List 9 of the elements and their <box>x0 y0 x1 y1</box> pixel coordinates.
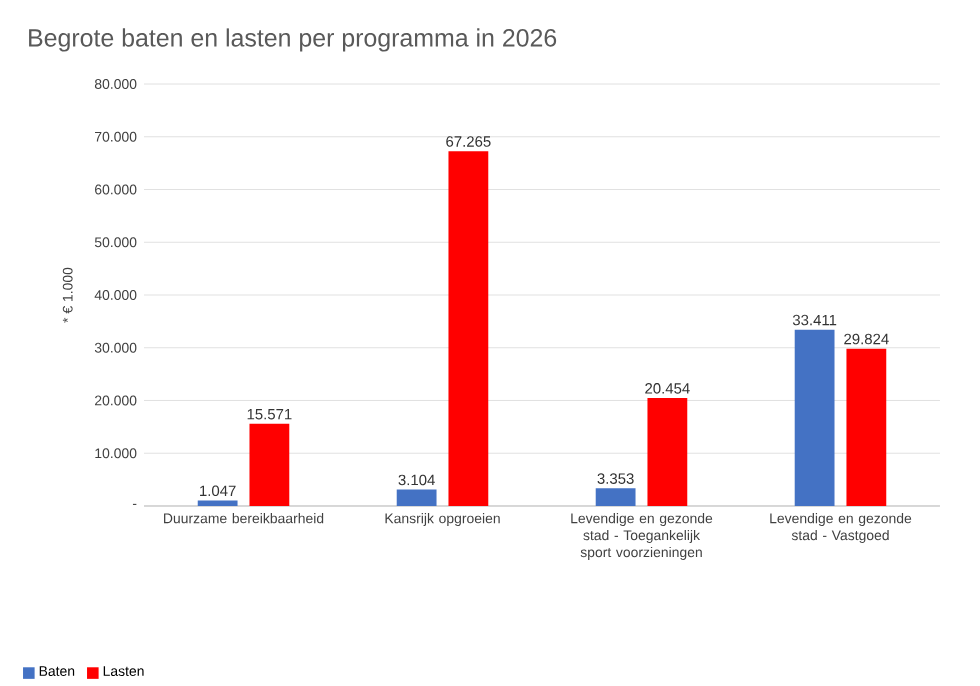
bar <box>595 487 636 506</box>
bar <box>396 489 437 506</box>
bar <box>846 348 887 506</box>
bar <box>647 397 688 506</box>
bar <box>197 500 238 506</box>
bar <box>794 329 835 506</box>
bar <box>448 150 489 506</box>
chart-title: Begrote baten en lasten per programma in 2026 <box>29 27 557 52</box>
bar <box>249 423 290 506</box>
